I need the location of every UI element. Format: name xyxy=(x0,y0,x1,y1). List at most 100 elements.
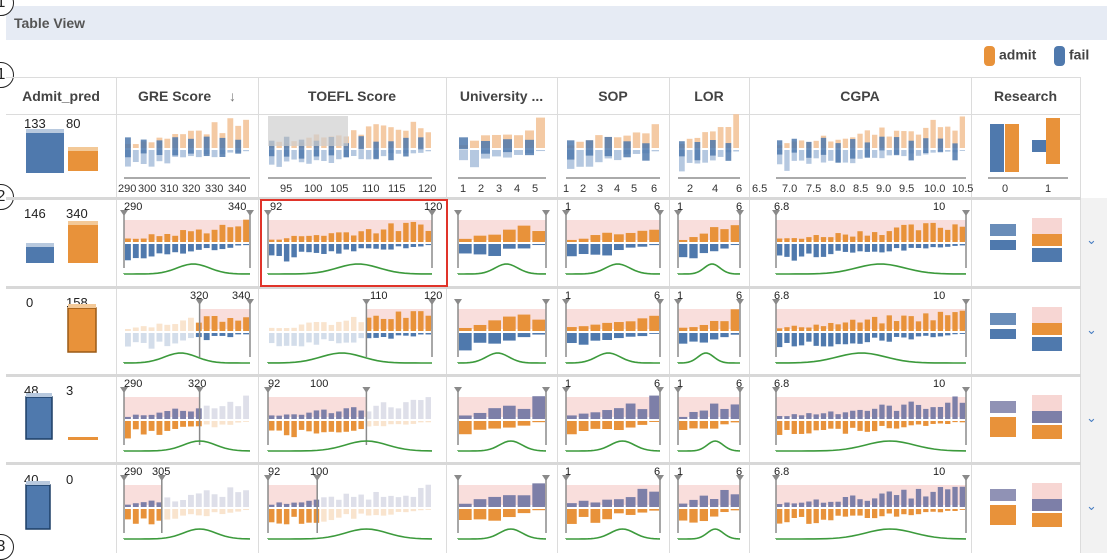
panel-title: Table View xyxy=(14,15,86,31)
histogram-bar xyxy=(879,323,885,331)
chevron-down-icon[interactable]: ⌄ xyxy=(1086,410,1097,425)
histogram-bar xyxy=(777,504,783,507)
header-gre-label: GRE Score xyxy=(137,88,212,104)
row3-admit-count: 3 xyxy=(66,383,74,398)
chevron-down-icon[interactable]: ⌄ xyxy=(1086,322,1097,337)
histogram-bar xyxy=(784,238,790,242)
histogram-bar xyxy=(373,421,379,426)
histogram-bar xyxy=(651,124,659,148)
histogram-bar xyxy=(893,410,900,419)
histogram-bar xyxy=(595,135,603,148)
chevron-down-icon[interactable]: ⌄ xyxy=(1086,232,1097,247)
histogram-bar xyxy=(517,244,531,249)
axis-tick-label: 1 xyxy=(460,183,467,195)
histogram-bar xyxy=(395,509,402,512)
axis-tick-label: 115 xyxy=(388,183,406,195)
histogram-bar xyxy=(492,150,501,157)
legend-admit[interactable]: admit xyxy=(984,46,1036,66)
range-handle-arrow xyxy=(772,475,780,481)
histogram-bar xyxy=(195,130,202,148)
histogram-bar xyxy=(901,224,907,242)
histogram-bar xyxy=(156,236,163,242)
selected-cell-border xyxy=(260,199,448,287)
axis-tick-label: 6 xyxy=(736,183,743,195)
histogram-bar xyxy=(180,421,186,427)
fail-bar-hatch xyxy=(26,129,64,133)
histogram-bar xyxy=(388,407,394,419)
histogram-bar xyxy=(306,322,312,331)
histogram-bar xyxy=(637,488,648,507)
range-handle-arrow xyxy=(562,210,570,216)
histogram-bar xyxy=(835,414,841,419)
row-scrollbar[interactable] xyxy=(1081,198,1107,553)
histogram-bar xyxy=(148,421,155,431)
histogram-bar xyxy=(525,139,534,156)
histogram-bar xyxy=(777,333,783,348)
histogram-bar xyxy=(901,509,907,515)
sort-down-icon[interactable]: ↓ xyxy=(229,88,237,104)
histogram-bar xyxy=(291,421,297,438)
range-handle-arrow xyxy=(772,299,780,305)
legend-fail[interactable]: fail xyxy=(1054,46,1089,66)
chevron-down-icon[interactable]: ⌄ xyxy=(1086,498,1097,513)
header-gre-score[interactable]: GRE Score ↓ xyxy=(116,78,258,114)
header-cgpa[interactable]: CGPA xyxy=(840,88,880,104)
histogram-bar xyxy=(567,421,577,435)
histogram-bar xyxy=(842,496,849,507)
header-admit-pred[interactable]: Admit_pred xyxy=(22,88,100,104)
histogram-bar xyxy=(590,333,601,341)
histogram-bar xyxy=(328,333,335,341)
histogram-bar xyxy=(459,421,472,435)
histogram-bar xyxy=(937,127,944,148)
header-lor[interactable]: LOR xyxy=(694,88,724,104)
histogram-bar xyxy=(351,496,357,507)
histogram-bar xyxy=(276,239,282,242)
histogram-bar xyxy=(930,333,936,338)
histogram-bar xyxy=(488,421,501,429)
axis-tick-label: 5 xyxy=(631,183,638,195)
histogram-bar xyxy=(959,150,965,151)
histogram-bar xyxy=(784,327,790,331)
histogram-bar xyxy=(649,244,659,246)
histogram-bar xyxy=(578,421,589,431)
histogram-bar xyxy=(602,509,612,520)
histogram-bar xyxy=(937,509,944,513)
histogram-bar xyxy=(915,404,922,419)
header-university[interactable]: University ... xyxy=(459,88,544,104)
header-research[interactable]: Research xyxy=(993,88,1058,104)
histogram-bar xyxy=(642,133,650,148)
fail-count-bar xyxy=(26,133,64,173)
histogram-bar xyxy=(410,311,417,331)
admit-count-bar xyxy=(68,225,98,263)
axis-tick-label: 9.5 xyxy=(899,183,915,195)
histogram-bar xyxy=(945,150,951,152)
range-max-label: 6 xyxy=(736,290,743,302)
histogram-bar xyxy=(313,235,320,242)
header-toefl-score[interactable]: TOEFL Score xyxy=(307,88,397,104)
header-sop[interactable]: SOP xyxy=(598,88,628,104)
range-handle-arrow xyxy=(736,387,744,393)
density-curve xyxy=(565,263,661,275)
histogram-bar xyxy=(908,244,914,248)
histogram-bar xyxy=(930,119,936,148)
histogram-bar xyxy=(243,333,249,335)
histogram-bar xyxy=(930,244,936,248)
histogram-bar xyxy=(686,150,693,163)
histogram-bar xyxy=(227,401,234,419)
row0-fail-count: 133 xyxy=(24,116,46,131)
axis-tick-label: 100 xyxy=(304,183,323,195)
histogram-bar xyxy=(791,509,797,518)
histogram-bar xyxy=(227,118,234,148)
histogram-bar xyxy=(380,318,387,331)
histogram-bar xyxy=(358,136,364,150)
admit-bar-hatch xyxy=(68,304,96,308)
histogram-bar xyxy=(835,233,841,242)
histogram-bar xyxy=(710,509,719,517)
histogram-bar xyxy=(813,235,819,242)
histogram-bar xyxy=(132,244,139,259)
histogram-bar xyxy=(306,333,312,343)
axis-tick-label: 9.0 xyxy=(876,183,892,195)
density-curve xyxy=(678,528,741,540)
histogram-bar xyxy=(473,412,487,419)
